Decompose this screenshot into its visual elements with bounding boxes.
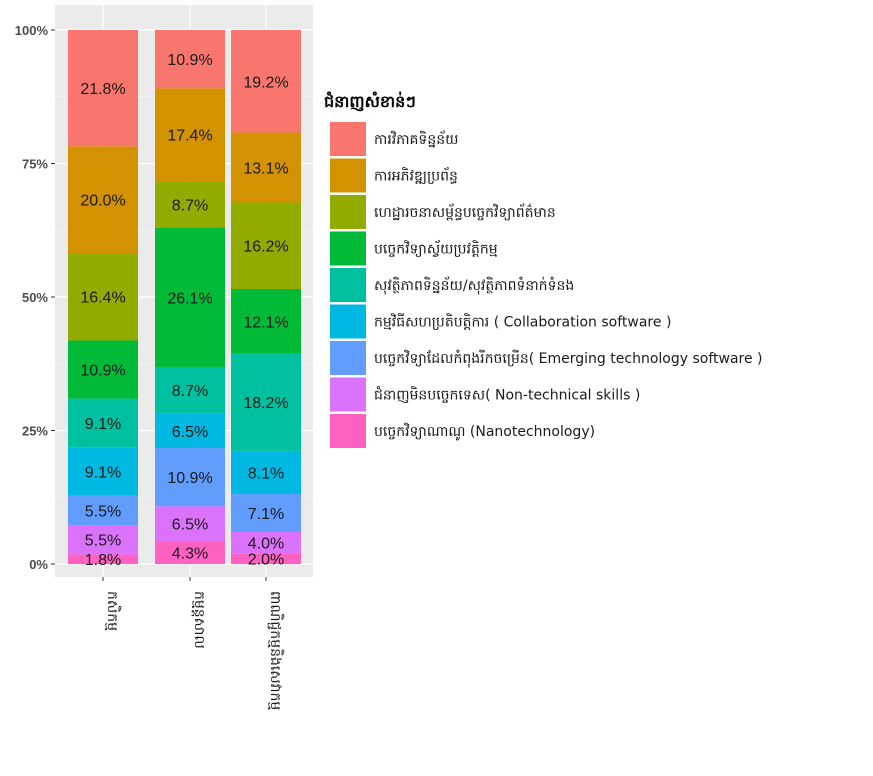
bar-segment [155, 448, 225, 507]
legend-label: កម្មវិធីសហប្រតិបត្តិការ ( Collaboration … [374, 313, 671, 331]
data-label: 8.7% [172, 383, 208, 400]
data-label: 1.8% [85, 552, 121, 569]
bar-segment [231, 450, 301, 495]
data-label: 10.9% [167, 470, 212, 487]
x-tick-label: កសិកម្ម [104, 591, 122, 631]
bar-segment [68, 30, 138, 147]
legend-key [330, 304, 366, 339]
bar-segment [231, 30, 301, 133]
bar-segment [68, 525, 138, 555]
bar-segment [68, 340, 138, 399]
bar-segment [155, 541, 225, 564]
bars [68, 30, 301, 564]
bar-segment [231, 553, 301, 564]
x-axis: កសិកម្ម កម្មន្តសាល ពាណិជ្ជកម្មនិងសេវាកម្ម [102, 577, 285, 710]
legend-key [330, 122, 366, 156]
legend-title: ជំនាញសំខាន់ៗ [324, 91, 416, 112]
x-tick-label: ពាណិជ្ជកម្មនិងសេវាកម្ម [267, 591, 285, 710]
legend-key [330, 158, 366, 193]
x-tick-label: កម្មន្តសាល [191, 591, 207, 649]
data-label: 5.5% [85, 503, 121, 520]
legend-label: បច្ចេកវិទ្យាដែលកំពុងរីកចម្រើន( Emerging … [374, 349, 763, 368]
bar-segment [68, 554, 138, 564]
y-axis: 0% 25% 50% 75% 100% [15, 23, 55, 572]
y-tick-label: 75% [22, 157, 48, 172]
legend-label: ការអភិវឌ្ឍប្រព័ន្ធ [374, 167, 458, 185]
data-label: 6.5% [172, 517, 208, 534]
bar-segment [231, 288, 301, 354]
data-label: 10.9% [167, 52, 212, 69]
bar-segment [155, 506, 225, 542]
legend-key [330, 195, 366, 229]
data-label: 21.8% [80, 81, 125, 98]
y-tick-label: 100% [15, 23, 49, 38]
bar-segment [68, 398, 138, 448]
bar-segment [155, 181, 225, 228]
bar-segment [231, 132, 301, 203]
legend-label: សុវត្ថិភាពទិន្នន័យ/សុវត្ថិភាពទំនាក់ទំនង [374, 276, 574, 295]
bar-segment [231, 353, 301, 451]
bar-segment [155, 366, 225, 414]
bar-segment [68, 447, 138, 496]
legend-key [330, 341, 366, 375]
data-label: 19.2% [243, 74, 288, 91]
data-label: 16.4% [80, 290, 125, 307]
data-label: 13.1% [243, 161, 288, 178]
y-tick-label: 0% [29, 557, 48, 572]
data-label: 26.1% [167, 290, 212, 307]
data-label: 4.0% [248, 536, 284, 553]
data-label: 18.2% [243, 395, 288, 412]
legend-label: ជំនាញមិនបច្ចេកទេស( Non-technical skills … [374, 386, 640, 404]
y-tick-label: 50% [22, 290, 48, 305]
data-label: 9.1% [85, 416, 121, 433]
legend-key [330, 377, 366, 412]
bar-segment [231, 531, 301, 554]
bar-segment [68, 495, 138, 526]
data-label: 5.5% [85, 533, 121, 550]
legend-label: ការវិភាគទិន្នន័យ [374, 130, 458, 148]
data-label: 8.1% [248, 465, 284, 482]
data-label: 7.1% [248, 506, 284, 523]
bar-segment [68, 146, 138, 253]
bar-segment [155, 227, 225, 367]
legend-label: បច្ចេកវិទ្យាណាណូ (Nanotechnology) [374, 422, 595, 441]
bar-segment [155, 88, 225, 182]
legend-label: ហេដ្ឋារចនាសម្ព័ន្ធបច្ចេកវិទ្យាព័ត៌មាន [374, 203, 556, 221]
legend-key [330, 414, 366, 448]
legend: ជំនាញសំខាន់ៗ ការវិភាគទិន្នន័យការអភិវឌ្ឍប… [324, 91, 763, 448]
data-label: 12.1% [243, 314, 288, 331]
y-tick-label: 25% [22, 424, 48, 439]
segment-labels: 1.8% 5.5% 5.5% 9.1% 9.1% 10.9% 16.4% 20.0% 21.8%… [80, 52, 288, 569]
data-label: 9.1% [85, 464, 121, 481]
legend-key [330, 268, 366, 302]
data-label: 2.0% [248, 552, 284, 569]
data-label: 4.3% [172, 546, 208, 563]
bar-segment [155, 413, 225, 449]
bar-segment [231, 494, 301, 532]
data-label: 17.4% [167, 128, 212, 145]
data-label: 6.5% [172, 424, 208, 441]
legend-key [330, 231, 366, 266]
bar-segment [155, 30, 225, 89]
data-label: 16.2% [243, 239, 288, 256]
data-label: 20.0% [80, 193, 125, 210]
legend-label: បច្ចេកវិទ្យាស្វ័យប្រវត្តិកម្ម [374, 240, 498, 258]
data-label: 10.9% [80, 363, 125, 380]
bar-segment [68, 252, 138, 341]
bar-segment [231, 202, 301, 289]
data-label: 8.7% [172, 197, 208, 214]
